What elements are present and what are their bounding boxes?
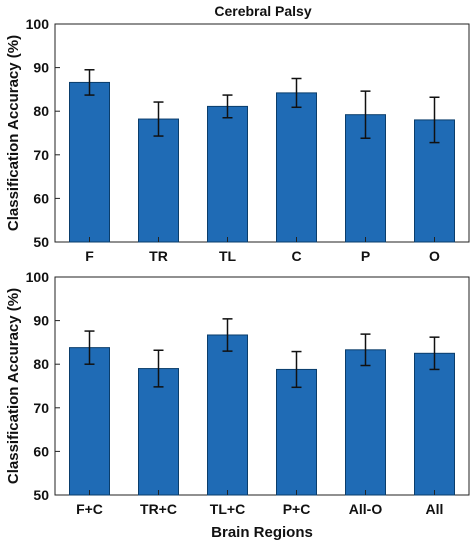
chart-title: Cerebral Palsy — [214, 3, 311, 19]
x-tick-label: TL — [219, 248, 237, 264]
bar-tr — [138, 118, 179, 243]
x-tick-label: TR+C — [140, 501, 177, 517]
chart-top: Cerebral Palsy Classification Accuracy (… — [5, 3, 470, 264]
y-tick-label: 60 — [33, 190, 49, 206]
y-tick-label: 50 — [33, 487, 49, 503]
plot-frame — [54, 23, 470, 243]
y-axis-title: Classification Accuracy (%) — [5, 35, 22, 231]
bar-all — [414, 352, 455, 496]
y-tick-label: 50 — [33, 234, 49, 250]
bar-c — [276, 92, 317, 243]
bar-tr-c — [138, 368, 179, 496]
x-tick-label: F+C — [76, 501, 103, 517]
x-tick-label: O — [429, 248, 440, 264]
x-tick-label: TR — [149, 248, 168, 264]
x-ticks: F TR TL C P O — [85, 237, 440, 264]
y-tick-label: 80 — [33, 103, 49, 119]
bars — [69, 81, 455, 243]
y-tick-label: 100 — [26, 269, 50, 285]
error-bars — [84, 69, 440, 144]
y-ticks: 50 60 70 80 90 100 — [26, 16, 60, 250]
bar-f-c — [69, 347, 110, 496]
y-tick-label: 80 — [33, 356, 49, 372]
x-tick-label: F — [85, 248, 94, 264]
y-axis-title: Classification Accuracy (%) — [5, 288, 22, 484]
bar-tl-c — [207, 334, 248, 496]
y-tick-label: 70 — [33, 147, 49, 163]
bar-f — [69, 81, 110, 243]
x-tick-label: C — [291, 248, 301, 264]
x-tick-label: TL+C — [210, 501, 245, 517]
bar-all-o — [345, 349, 386, 496]
x-tick-label: P — [361, 248, 370, 264]
bar-tl — [207, 105, 248, 243]
chart-bottom: Classification Accuracy (%) 50 60 70 80 90 10… — [5, 269, 470, 541]
error-bars — [84, 318, 440, 389]
y-tick-label: 60 — [33, 443, 49, 459]
y-tick-label: 100 — [26, 16, 50, 32]
bars — [69, 334, 455, 496]
x-tick-label: All-O — [349, 501, 383, 517]
x-axis-title: Brain Regions — [211, 524, 313, 541]
x-tick-label: All — [426, 501, 444, 517]
y-tick-label: 70 — [33, 400, 49, 416]
y-ticks: 50 60 70 80 90 100 — [26, 269, 60, 503]
y-tick-label: 90 — [33, 313, 49, 329]
x-ticks: F+C TR+C TL+C P+C All-O All — [76, 490, 443, 517]
x-tick-label: P+C — [283, 501, 311, 517]
bar-p-c — [276, 368, 317, 496]
y-tick-label: 90 — [33, 60, 49, 76]
plot-frame — [54, 276, 470, 496]
